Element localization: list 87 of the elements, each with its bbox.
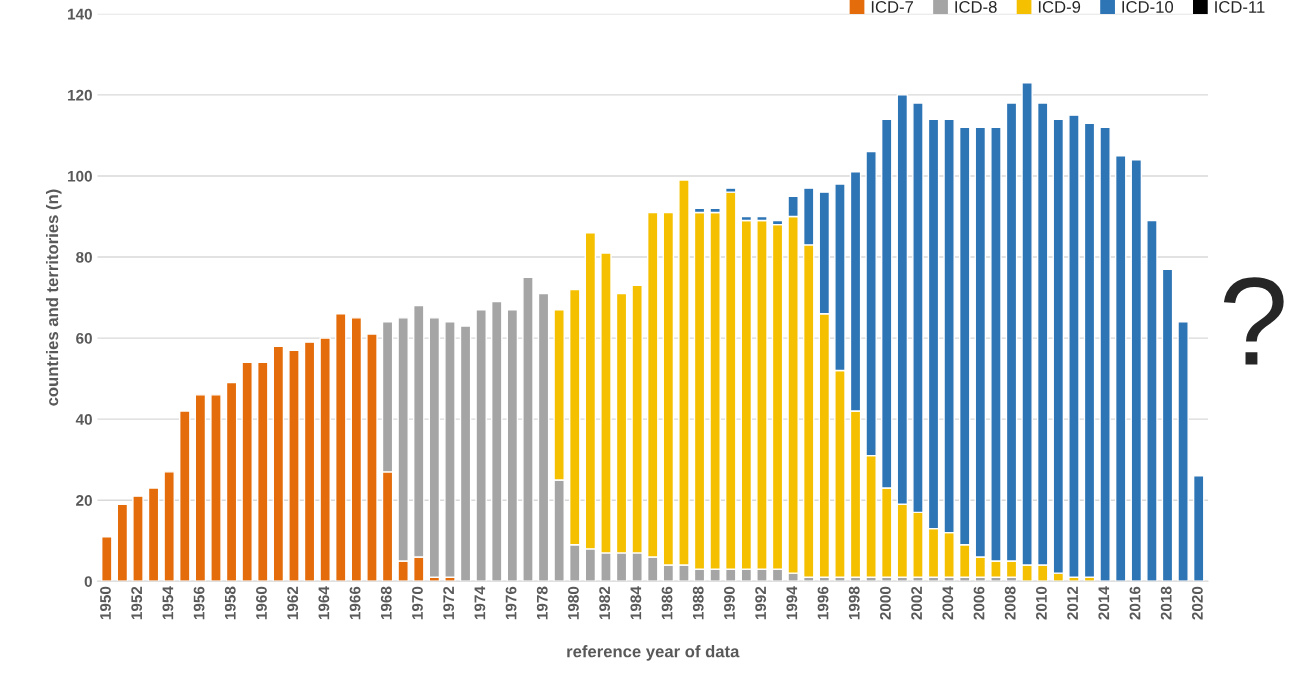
x-tick-label: 1962 — [287, 586, 299, 620]
y-tick-label: 140 — [68, 8, 92, 20]
bar — [225, 381, 238, 582]
bar — [179, 410, 191, 582]
bar — [335, 313, 347, 582]
x-tick-label: 1982 — [599, 586, 611, 620]
bar — [1192, 475, 1205, 582]
legend-label: ICD-8 — [955, 1, 997, 13]
x-tick-label: 1952 — [131, 586, 143, 620]
x-tick-label: 1950 — [100, 586, 111, 620]
bar — [1146, 219, 1158, 582]
x-tick-label: 2018 — [1160, 586, 1172, 620]
bar — [303, 341, 316, 582]
x-tick-label: 2020 — [1191, 586, 1203, 620]
bar — [444, 321, 456, 578]
bar — [194, 394, 207, 582]
bar — [522, 276, 534, 582]
x-tick-label: 2014 — [1098, 586, 1110, 620]
x-tick-label: 1992 — [755, 586, 767, 620]
y-tick-label: 20 — [76, 495, 92, 506]
x-tick-label: 1960 — [256, 586, 267, 620]
bar — [210, 394, 222, 582]
x-tick-label: 1994 — [786, 586, 798, 620]
bar — [1068, 114, 1080, 578]
bar — [241, 361, 253, 582]
x-tick-label: 1974 — [474, 586, 486, 620]
bar — [1083, 122, 1096, 578]
y-tick-label: 0 — [84, 576, 92, 587]
x-tick-label: 1956 — [193, 586, 205, 620]
bar — [101, 536, 113, 582]
x-tick-label: 2006 — [973, 586, 985, 620]
x-tick-label: 1980 — [568, 586, 579, 620]
x-tick-label: 1976 — [505, 586, 517, 620]
bar — [319, 337, 331, 582]
bar — [537, 292, 550, 582]
legend-label: ICD-9 — [1038, 1, 1081, 13]
bar — [428, 317, 441, 578]
bar — [1114, 155, 1127, 582]
bar — [1177, 321, 1189, 582]
bar — [147, 487, 160, 582]
y-tick-label: 120 — [68, 89, 92, 101]
text: ? — [1223, 277, 1284, 365]
bar — [257, 361, 269, 582]
x-tick-label: 1958 — [224, 586, 236, 620]
y-tick-label: 100 — [68, 170, 92, 182]
x-tick-label: 1970 — [412, 586, 423, 620]
bar — [132, 495, 144, 582]
x-tick-label: 2002 — [911, 586, 923, 620]
x-tick-label: 2010 — [1036, 586, 1047, 620]
bar — [163, 471, 175, 582]
y-tick-label: 60 — [76, 332, 92, 344]
bar — [116, 503, 129, 582]
x-tick-label: 1986 — [661, 586, 673, 620]
x-tick-label: 1990 — [724, 586, 735, 620]
x-tick-label: 1966 — [349, 586, 361, 620]
x-tick-label: 1968 — [380, 586, 392, 620]
x-tick-label: 2000 — [880, 586, 891, 620]
x-tick-label: 1954 — [162, 586, 174, 620]
x-tick-label: 2016 — [1129, 586, 1141, 620]
x-tick-label: 1996 — [817, 586, 829, 620]
y-axis-title: countries and territories (n) — [45, 189, 62, 406]
bar — [366, 333, 378, 582]
bar — [490, 300, 503, 582]
legend-label: ICD-7 — [871, 1, 914, 13]
bar — [288, 349, 300, 582]
bar — [506, 309, 519, 582]
x-tick-label: 1988 — [692, 586, 704, 620]
x-tick-label: 2008 — [1004, 586, 1016, 620]
x-axis-title: reference year of data — [567, 645, 740, 661]
x-tick-label: 1984 — [630, 586, 642, 620]
bar — [1099, 126, 1111, 582]
bar — [459, 325, 472, 582]
x-tick-label: 2012 — [1067, 586, 1079, 620]
bar — [1130, 159, 1143, 582]
bar — [350, 317, 363, 582]
bar — [272, 345, 285, 582]
bar — [475, 309, 487, 582]
x-tick-label: 1998 — [848, 586, 860, 620]
x-tick-label: 2004 — [942, 586, 954, 620]
x-tick-label: 1978 — [536, 586, 548, 620]
legend-label: ICD-11 — [1215, 1, 1265, 13]
legend-label: ICD-10 — [1122, 1, 1174, 13]
bar — [1161, 268, 1174, 582]
x-tick-label: 1964 — [318, 586, 330, 620]
x-tick-label: 1972 — [443, 586, 455, 620]
y-tick-label: 80 — [76, 251, 92, 263]
y-tick-label: 40 — [75, 414, 92, 425]
